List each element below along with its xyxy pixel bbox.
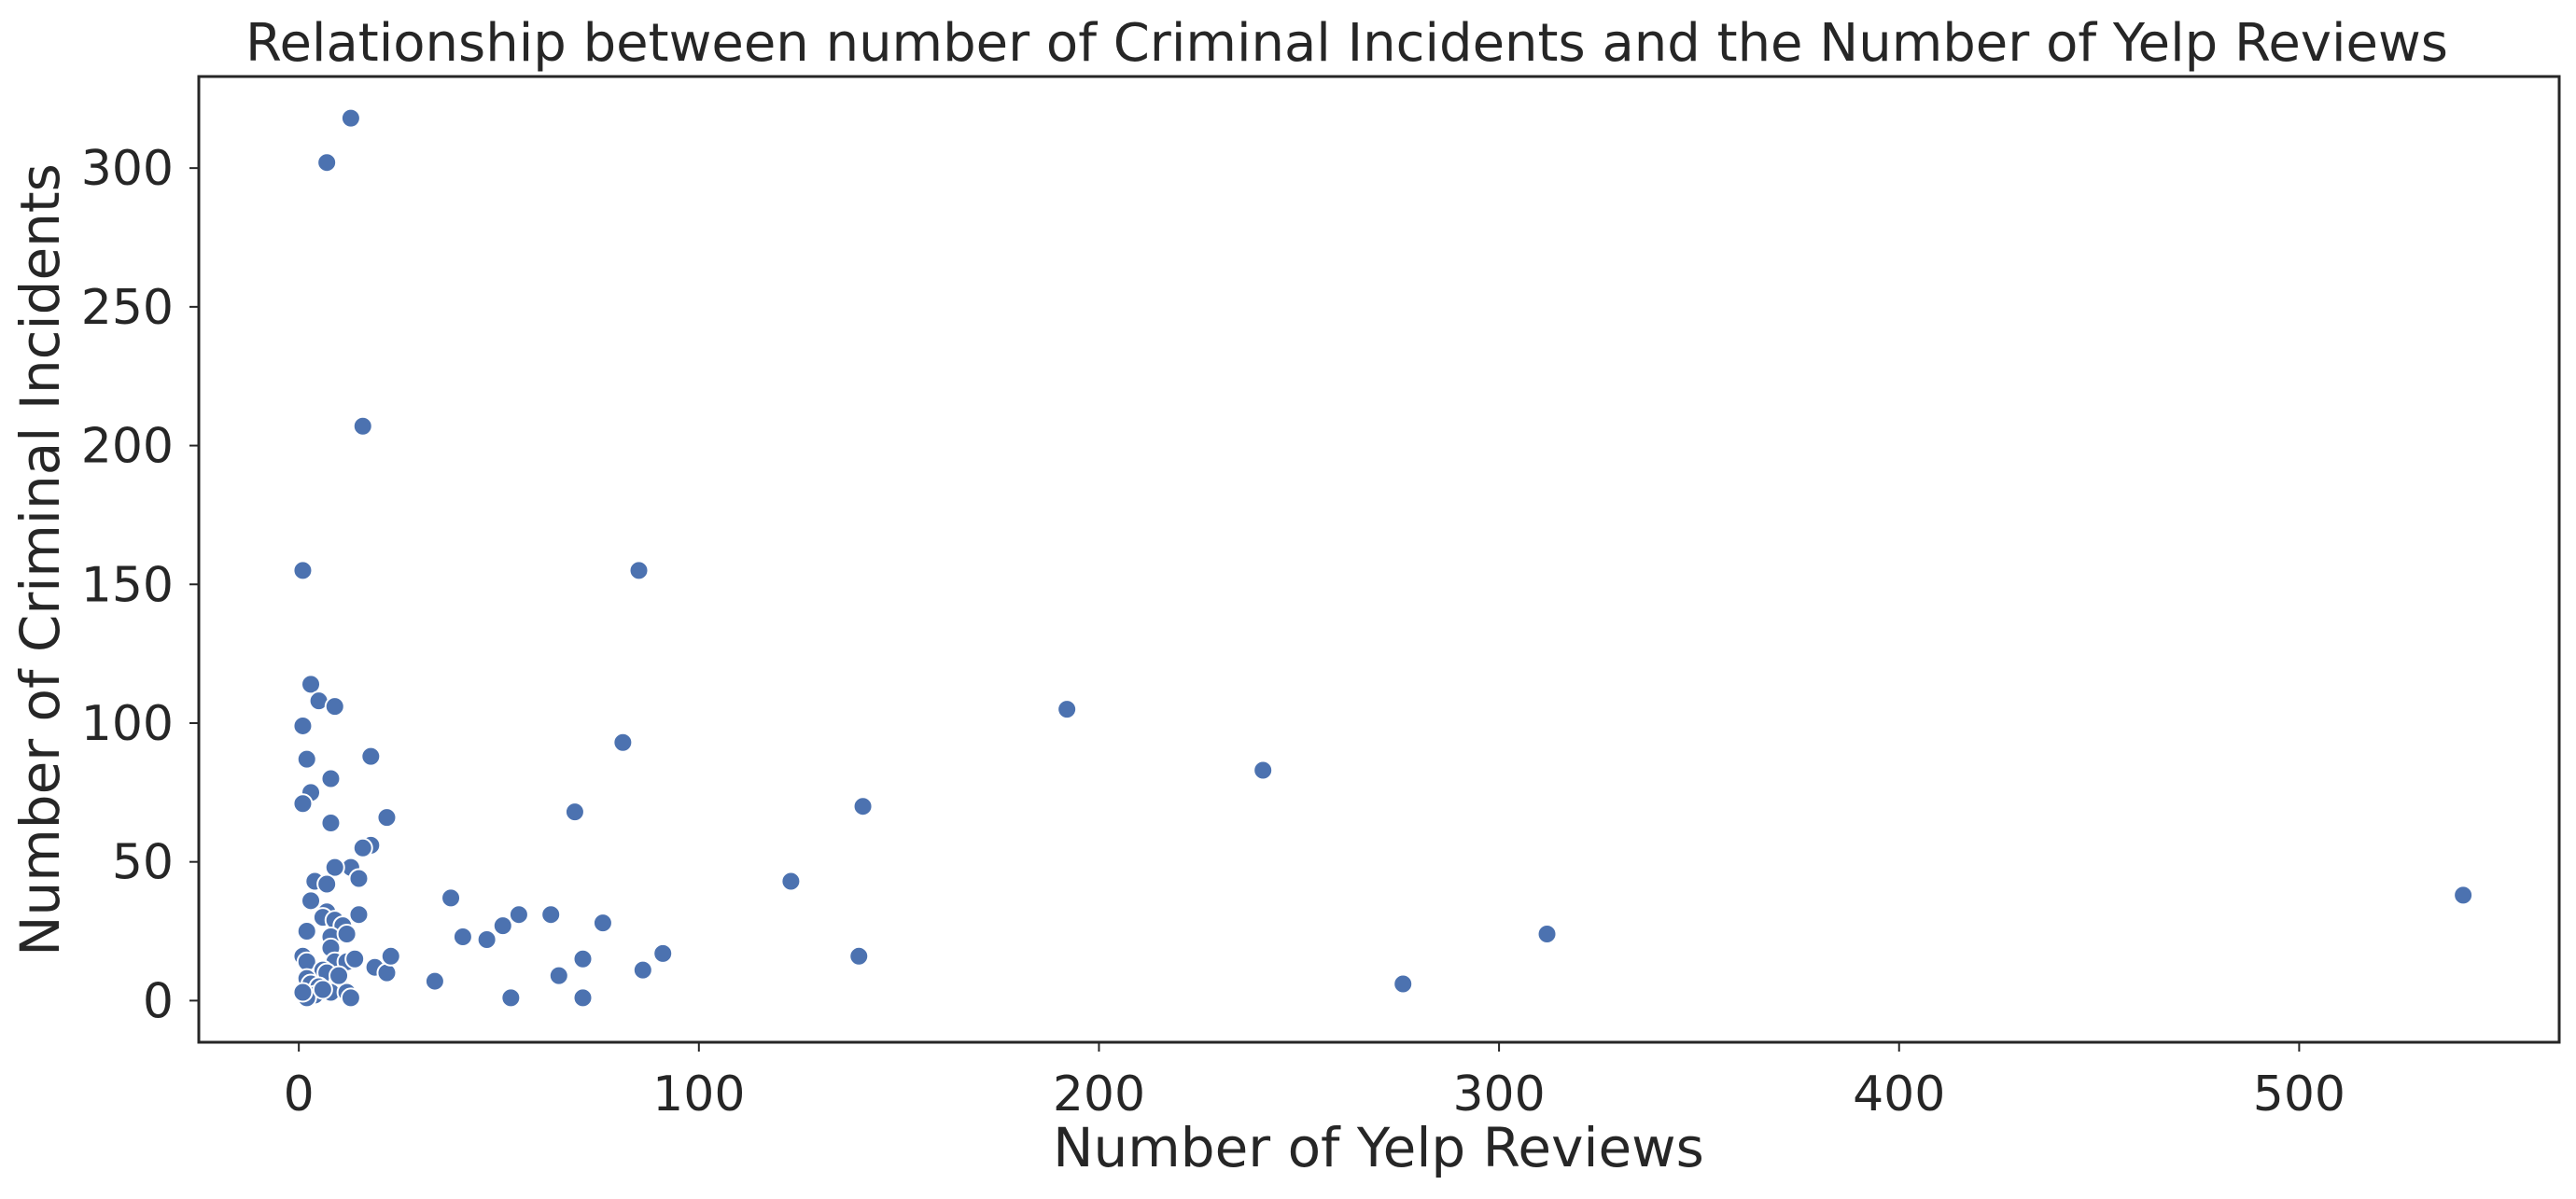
- data-point: [380, 945, 401, 967]
- y-tick-label: 200: [81, 419, 174, 475]
- data-point: [476, 928, 497, 950]
- data-point: [329, 965, 350, 986]
- data-point: [292, 982, 314, 1003]
- data-point: [360, 746, 382, 767]
- data-point: [1253, 760, 1274, 781]
- data-point: [352, 837, 373, 858]
- data-point: [296, 921, 317, 942]
- data-point: [292, 793, 314, 815]
- data-point: [301, 890, 322, 912]
- data-point: [336, 924, 357, 945]
- data-point: [612, 732, 634, 753]
- data-point: [324, 696, 345, 718]
- data-point: [540, 904, 562, 926]
- data-point: [508, 904, 529, 926]
- data-point: [301, 674, 322, 695]
- data-point: [344, 948, 366, 969]
- data-point: [324, 857, 345, 878]
- data-point: [352, 415, 373, 437]
- x-tick-label: 400: [1853, 1067, 1945, 1122]
- data-point: [340, 987, 361, 1009]
- data-point: [848, 945, 870, 967]
- data-point: [564, 802, 585, 823]
- data-point: [1057, 699, 1078, 720]
- data-point: [316, 152, 338, 174]
- data-point: [652, 942, 674, 964]
- data-point: [312, 979, 333, 1000]
- x-tick-label: 0: [284, 1067, 315, 1122]
- data-point: [780, 871, 802, 892]
- data-point: [424, 970, 445, 992]
- data-point: [348, 904, 370, 926]
- data-point: [1536, 924, 1558, 945]
- y-tick-label: 250: [81, 280, 174, 336]
- data-point: [548, 965, 569, 986]
- y-tick-label: 0: [143, 973, 174, 1029]
- x-tick-label: 300: [1452, 1067, 1545, 1122]
- y-tick-label: 150: [81, 557, 174, 613]
- y-tick-label: 300: [81, 141, 174, 197]
- data-point: [500, 987, 522, 1009]
- data-point: [1393, 973, 1414, 995]
- data-point: [572, 987, 594, 1009]
- data-point: [320, 768, 342, 789]
- x-tick-label: 100: [652, 1067, 745, 1122]
- y-tick-label: 50: [112, 835, 174, 891]
- y-axis: 0 50 100 150 200 250 300: [81, 141, 199, 1029]
- x-axis: 0 100 200 300 400 500: [284, 1042, 2345, 1122]
- data-point: [320, 813, 342, 834]
- y-tick-label: 100: [81, 696, 174, 752]
- data-point: [572, 948, 594, 969]
- data-point: [348, 868, 370, 889]
- data-point: [296, 748, 317, 770]
- data-point: [632, 959, 653, 981]
- data-point: [492, 915, 513, 937]
- data-point: [452, 926, 473, 947]
- data-point: [340, 107, 361, 129]
- data-point: [592, 913, 613, 934]
- data-point: [376, 807, 398, 829]
- x-axis-label: Number of Yelp Reviews: [1053, 1116, 1704, 1179]
- x-tick-label: 200: [1053, 1067, 1145, 1122]
- data-point: [628, 560, 650, 581]
- data-point: [441, 887, 462, 909]
- data-point: [292, 715, 314, 736]
- data-points: [292, 107, 2474, 1009]
- y-axis-label: Number of Criminal Incidents: [8, 163, 72, 956]
- plot-area: [197, 75, 2561, 1044]
- data-point: [376, 962, 398, 983]
- chart-title: Relationship between number of Criminal …: [245, 13, 2448, 74]
- data-point: [852, 796, 874, 817]
- data-point: [292, 560, 314, 581]
- data-point: [316, 873, 338, 895]
- x-tick-label: 500: [2253, 1067, 2345, 1122]
- data-point: [2453, 885, 2474, 906]
